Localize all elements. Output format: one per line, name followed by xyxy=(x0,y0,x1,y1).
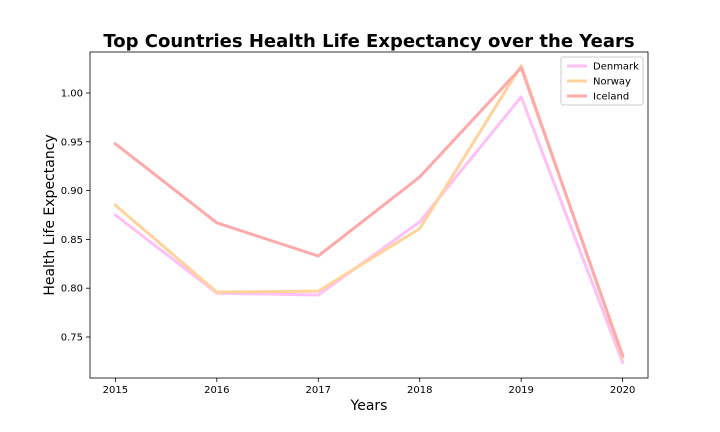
plot-area xyxy=(89,51,649,379)
legend-box xyxy=(560,56,644,106)
plot-frame xyxy=(89,51,649,379)
y-tick-label: 1.00 xyxy=(61,88,83,99)
x-tick-label: 2020 xyxy=(610,385,635,396)
x-tick-label: 2015 xyxy=(103,385,128,396)
series-line-norway xyxy=(113,64,625,360)
y-tick-label: 0.95 xyxy=(61,137,83,148)
chart-title: Top Countries Health Life Expectancy ove… xyxy=(103,31,634,52)
x-tick-label: 2016 xyxy=(204,385,229,396)
y-tick-label: 0.80 xyxy=(61,284,83,295)
x-tick-label: 2017 xyxy=(306,385,331,396)
y-tick-label: 0.75 xyxy=(61,333,83,344)
series-line-iceland xyxy=(113,66,625,358)
legend: Denmark Norway Iceland xyxy=(560,56,644,106)
legend-label-iceland: Iceland xyxy=(593,92,629,103)
legend-label-norway: Norway xyxy=(593,77,631,88)
y-axis-label: Health Life Expectancy xyxy=(42,134,58,295)
x-axis-label: Years xyxy=(350,398,388,414)
x-axis-ticks: 2015 2016 2017 2018 2019 2020 xyxy=(103,378,635,396)
x-tick-label: 2018 xyxy=(407,385,432,396)
y-tick-label: 0.90 xyxy=(61,186,83,197)
y-tick-label: 0.85 xyxy=(61,235,83,246)
x-tick-label: 2019 xyxy=(508,385,533,396)
series-lines xyxy=(113,64,625,365)
legend-label-denmark: Denmark xyxy=(593,62,639,73)
y-axis-ticks: 0.75 0.80 0.85 0.90 0.95 1.00 xyxy=(61,88,90,344)
